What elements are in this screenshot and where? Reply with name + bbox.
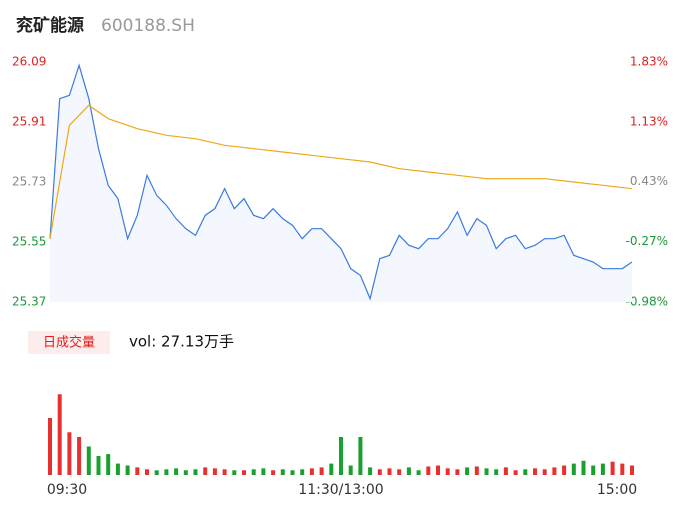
volume-bar <box>620 463 625 475</box>
x-tick-label: 15:00 <box>597 482 637 498</box>
volume-bar <box>183 470 188 475</box>
volume-bar <box>203 467 208 475</box>
volume-bar <box>368 467 373 475</box>
y-tick-label: 25.91 <box>12 115 46 129</box>
volume-bar <box>154 470 159 475</box>
y2-tick-label: 1.13% <box>630 114 668 128</box>
volume-bar <box>300 469 305 475</box>
volume-bar <box>513 470 518 475</box>
volume-bar <box>86 446 91 475</box>
volume-bar <box>406 467 411 475</box>
volume-bar <box>600 463 605 475</box>
volume-bar <box>222 469 227 475</box>
volume-bar <box>533 468 537 475</box>
y-tick-label: 26.09 <box>12 55 46 69</box>
volume-bar <box>387 468 392 475</box>
y2-tick-label: 0.43% <box>630 174 668 188</box>
volume-bar <box>348 465 353 475</box>
volume-bar <box>135 467 140 475</box>
volume-bar <box>397 469 402 475</box>
volume-bar <box>164 469 169 475</box>
volume-bar <box>67 432 72 475</box>
volume-bar <box>416 470 421 475</box>
volume-bar <box>494 469 499 475</box>
stock-name: 兖矿能源 <box>16 15 84 36</box>
stock-code: 600188.SH <box>101 16 195 36</box>
volume-bar <box>630 465 634 475</box>
volume-bar <box>232 470 237 475</box>
volume-bar <box>542 469 547 475</box>
volume-bar <box>329 463 334 475</box>
volume-bar <box>474 466 479 475</box>
volume-bar <box>271 470 276 475</box>
volume-bar <box>77 437 82 475</box>
volume-bar <box>319 467 324 475</box>
x-tick-label: 11:30/13:00 <box>298 482 383 498</box>
y-tick-label: 25.73 <box>12 175 46 189</box>
y2-tick-label: 1.83% <box>630 55 668 69</box>
volume-bar <box>562 465 567 475</box>
volume-bar <box>610 461 615 475</box>
average-line <box>49 104 633 239</box>
volume-bar <box>503 467 508 475</box>
volume-bar <box>251 469 256 475</box>
volume-bar <box>571 463 576 475</box>
volume-bar <box>115 463 120 475</box>
y2-tick-label: -0.98% <box>626 295 668 309</box>
volume-bar <box>106 454 111 475</box>
y-tick-label: 25.55 <box>12 235 46 249</box>
legend-button[interactable]: 日成交量 <box>43 335 95 351</box>
volume-bar <box>455 469 460 475</box>
price-area <box>50 65 632 302</box>
volume-bar <box>145 469 149 475</box>
volume-bar <box>523 469 528 475</box>
y-tick-label: 25.37 <box>12 295 46 309</box>
volume-bar <box>290 470 295 475</box>
volume-bar <box>125 465 130 475</box>
volume-bar <box>193 469 198 475</box>
volume-bar <box>96 456 101 475</box>
price-line <box>49 63 633 301</box>
x-tick-label: 09:30 <box>47 482 87 498</box>
volume-bar <box>174 468 179 475</box>
volume-bar <box>280 469 285 475</box>
volume-bar <box>445 468 450 475</box>
volume-bar <box>591 465 596 475</box>
volume-bar <box>242 470 246 475</box>
volume-bar <box>48 418 52 475</box>
volume-bar <box>261 468 266 475</box>
volume-bar <box>484 468 489 475</box>
y2-tick-label: -0.27% <box>626 234 668 248</box>
volume-bar <box>426 466 431 475</box>
volume-bar <box>436 465 440 475</box>
volume-label: vol: 27.13万手 <box>129 333 234 351</box>
volume-bar <box>212 468 217 475</box>
volume-bar <box>309 468 314 475</box>
volume-bar <box>552 467 557 475</box>
volume-bar <box>339 437 343 475</box>
volume-bar <box>377 469 382 475</box>
legend-button-bg[interactable] <box>28 331 110 354</box>
volume-bar <box>581 460 586 475</box>
volume-bar <box>57 394 62 475</box>
volume-bar <box>465 467 470 475</box>
volume-bar <box>358 437 363 475</box>
